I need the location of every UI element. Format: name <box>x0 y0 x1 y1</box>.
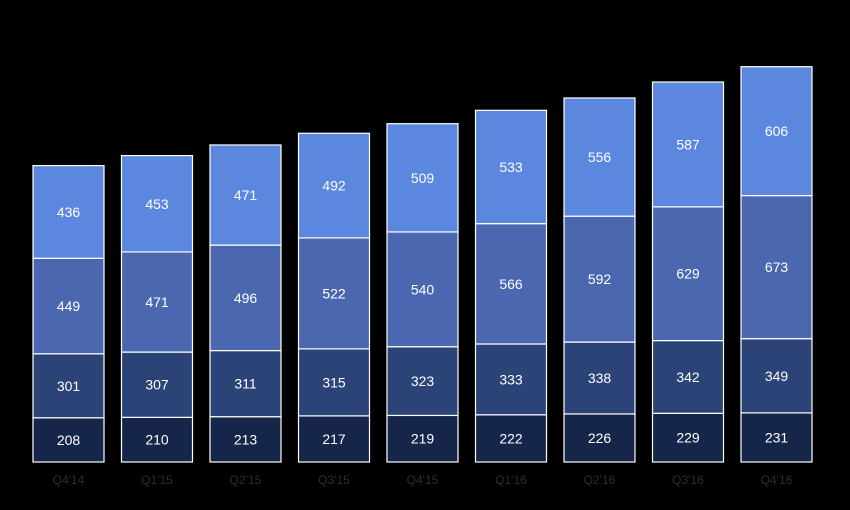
bar-segment-7-3 <box>651 81 725 208</box>
data-label-0-1: 301 <box>57 378 81 394</box>
data-label-3-1: 315 <box>322 374 346 390</box>
data-label-2-2: 496 <box>234 290 258 306</box>
bar-segment-2-2 <box>209 244 282 352</box>
x-tick-label-2: Q2'15 <box>230 473 262 487</box>
data-label-8-3: 606 <box>765 123 789 139</box>
bar-segment-0-3 <box>32 164 105 259</box>
data-label-5-1: 333 <box>499 371 523 387</box>
bar-segment-4-1 <box>386 346 459 417</box>
bar-segment-6-2 <box>563 215 636 343</box>
bar-segment-2-3 <box>209 144 282 246</box>
bar-segment-6-3 <box>563 97 636 217</box>
data-label-4-0: 219 <box>411 431 435 447</box>
x-tick-label-0: Q4'14 <box>53 473 85 487</box>
x-tick-label-6: Q2'16 <box>584 473 616 487</box>
data-label-3-0: 217 <box>322 431 346 447</box>
data-label-0-0: 208 <box>57 432 81 448</box>
data-label-1-1: 307 <box>145 377 169 393</box>
data-label-4-1: 323 <box>411 373 435 389</box>
data-label-5-2: 566 <box>499 276 523 292</box>
data-label-5-3: 533 <box>499 159 523 175</box>
data-label-6-3: 556 <box>588 149 612 165</box>
x-axis-ticks: Q4'14 Q1'15 Q2'15 Q3'15 Q4'15 Q1'16 Q2'16 Q3'16… <box>53 473 793 487</box>
bar-segment-1-1 <box>120 351 194 418</box>
x-tick-label-8: Q4'16 <box>761 473 793 487</box>
bar-segment-1-0 <box>120 416 194 463</box>
data-label-1-2: 471 <box>145 294 169 310</box>
bar-segment-1-3 <box>120 154 194 253</box>
data-label-2-1: 311 <box>234 376 257 392</box>
bar-segment-3-0 <box>297 415 371 463</box>
data-label-6-2: 592 <box>588 271 612 287</box>
bar-segment-0-0 <box>32 417 105 463</box>
x-tick-label-3: Q3'15 <box>318 473 350 487</box>
data-label-0-2: 449 <box>57 298 81 314</box>
bar-segment-7-1 <box>651 339 725 414</box>
data-label-1-0: 210 <box>145 432 169 448</box>
bar-segment-8-1 <box>740 338 813 414</box>
bar-segment-0-1 <box>32 353 105 419</box>
bar-segment-4-3 <box>386 123 459 233</box>
data-label-7-3: 587 <box>676 136 700 152</box>
data-label-3-2: 522 <box>322 285 346 301</box>
bar-segment-5-3 <box>474 109 548 225</box>
x-tick-label-4: Q4'15 <box>407 473 439 487</box>
data-label-3-3: 492 <box>322 178 346 194</box>
bar-segment-2-1 <box>209 349 282 418</box>
bar-segment-7-0 <box>651 412 725 463</box>
bar-segment-5-2 <box>474 223 548 345</box>
data-label-4-2: 540 <box>411 281 435 297</box>
bar-segment-3-3 <box>297 132 371 239</box>
data-label-6-0: 226 <box>588 430 612 446</box>
segment-labels-group: 208 301 449 436 210 307 471 453 213 311 496 471 217 3… <box>57 123 789 448</box>
data-label-2-0: 213 <box>234 431 258 447</box>
x-tick-label-5: Q1'16 <box>495 473 527 487</box>
data-label-7-2: 629 <box>676 266 700 282</box>
data-label-7-1: 342 <box>676 369 700 385</box>
bars-group <box>32 66 813 463</box>
data-label-5-0: 222 <box>499 430 523 446</box>
data-label-4-3: 509 <box>411 170 435 186</box>
bar-segment-4-2 <box>386 231 459 348</box>
x-tick-label-1: Q1'15 <box>141 473 173 487</box>
x-tick-label-7: Q3'16 <box>672 473 704 487</box>
bar-segment-1-2 <box>120 251 194 353</box>
data-label-8-2: 673 <box>765 259 789 275</box>
bar-segment-3-2 <box>297 237 371 350</box>
data-label-8-1: 349 <box>765 368 789 384</box>
data-label-7-0: 229 <box>676 430 700 446</box>
bar-segment-5-0 <box>474 414 548 463</box>
data-label-6-1: 338 <box>588 370 612 386</box>
data-label-1-3: 453 <box>145 196 169 212</box>
bar-segment-8-3 <box>740 66 813 197</box>
bar-segment-8-2 <box>740 194 813 340</box>
bar-segment-6-1 <box>563 341 636 415</box>
bar-segment-6-0 <box>563 413 636 463</box>
bar-segment-4-0 <box>386 414 459 463</box>
data-label-2-3: 471 <box>234 187 258 203</box>
bar-segment-2-0 <box>209 416 282 463</box>
data-label-0-3: 436 <box>57 204 81 220</box>
data-label-8-0: 231 <box>765 429 789 445</box>
